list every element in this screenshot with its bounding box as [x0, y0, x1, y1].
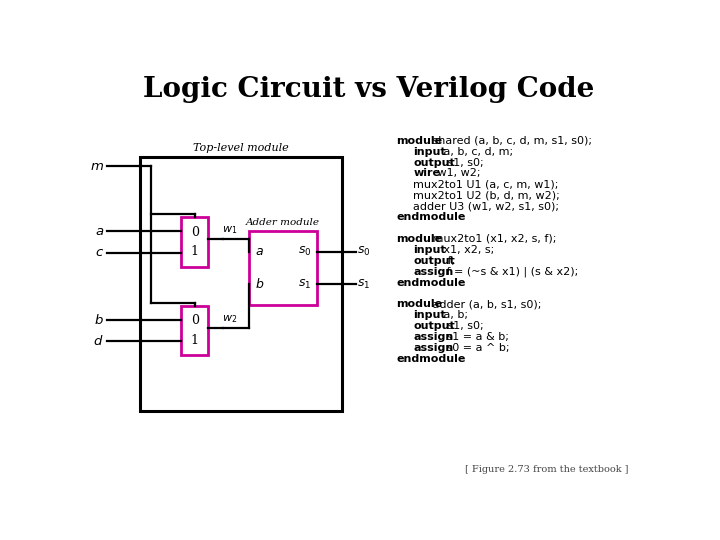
Text: s1, s0;: s1, s0;	[444, 158, 484, 167]
Text: $b$: $b$	[255, 278, 264, 292]
Text: mux2to1 (x1, x2, s, f);: mux2to1 (x1, x2, s, f);	[428, 234, 556, 244]
Bar	[181, 306, 208, 355]
Text: assign: assign	[413, 267, 454, 276]
Text: module: module	[396, 136, 442, 146]
Text: endmodule: endmodule	[396, 354, 466, 364]
Text: endmodule: endmodule	[396, 212, 466, 222]
Text: a, b;: a, b;	[439, 310, 467, 320]
Text: Adder module: Adder module	[246, 218, 320, 227]
Text: $a$: $a$	[255, 245, 264, 258]
Text: mux2to1 U1 (a, c, m, w1);: mux2to1 U1 (a, c, m, w1);	[413, 179, 559, 190]
Text: $w_2$: $w_2$	[222, 313, 237, 325]
Text: $m$: $m$	[90, 160, 104, 173]
Text: endmodule: endmodule	[396, 278, 466, 288]
Text: adder (a, b, s1, s0);: adder (a, b, s1, s0);	[428, 299, 541, 309]
Text: f = (~s & x1) | (s & x2);: f = (~s & x1) | (s & x2);	[443, 267, 578, 277]
Text: adder U3 (w1, w2, s1, s0);: adder U3 (w1, w2, s1, s0);	[413, 201, 559, 211]
Text: wire: wire	[413, 168, 440, 178]
Text: shared (a, b, c, d, m, s1, s0);: shared (a, b, c, d, m, s1, s0);	[428, 136, 592, 146]
Text: input: input	[413, 245, 446, 255]
Text: [ Figure 2.73 from the textbook ]: [ Figure 2.73 from the textbook ]	[465, 465, 629, 475]
Bar	[140, 157, 342, 411]
Text: module: module	[396, 299, 442, 309]
Text: 0: 0	[191, 226, 199, 239]
Text: Logic Circuit vs Verilog Code: Logic Circuit vs Verilog Code	[143, 76, 595, 103]
Text: s0 = a ^ b;: s0 = a ^ b;	[443, 343, 509, 353]
Text: s1, s0;: s1, s0;	[444, 321, 484, 331]
Text: s1 = a & b;: s1 = a & b;	[443, 332, 508, 342]
Text: output: output	[413, 321, 455, 331]
Text: a, b, c, d, m;: a, b, c, d, m;	[439, 146, 513, 157]
Text: 1: 1	[191, 334, 199, 347]
Text: $s_1$: $s_1$	[357, 278, 371, 291]
Text: $b$: $b$	[94, 313, 104, 327]
Text: assign: assign	[413, 332, 454, 342]
Text: output: output	[413, 256, 455, 266]
Text: input: input	[413, 146, 446, 157]
Text: x1, x2, s;: x1, x2, s;	[439, 245, 494, 255]
Text: $w_1$: $w_1$	[222, 225, 237, 237]
Text: output: output	[413, 158, 455, 167]
Text: $d$: $d$	[94, 334, 104, 348]
Text: 0: 0	[191, 314, 199, 327]
Bar	[181, 217, 208, 267]
Text: input: input	[413, 310, 446, 320]
Text: 1: 1	[191, 245, 199, 258]
Text: $s_0$: $s_0$	[357, 245, 371, 258]
Text: module: module	[396, 234, 442, 244]
Text: $c$: $c$	[95, 246, 104, 259]
Text: assign: assign	[413, 343, 454, 353]
Text: $s_1$: $s_1$	[298, 278, 312, 291]
Text: $s_0$: $s_0$	[298, 245, 312, 258]
Text: $a$: $a$	[95, 225, 104, 238]
Text: mux2to1 U2 (b, d, m, w2);: mux2to1 U2 (b, d, m, w2);	[413, 190, 560, 200]
Text: w1, w2;: w1, w2;	[434, 168, 481, 178]
Bar	[249, 231, 317, 305]
Text: Top-level module: Top-level module	[193, 143, 289, 153]
Text: f;: f;	[444, 256, 455, 266]
